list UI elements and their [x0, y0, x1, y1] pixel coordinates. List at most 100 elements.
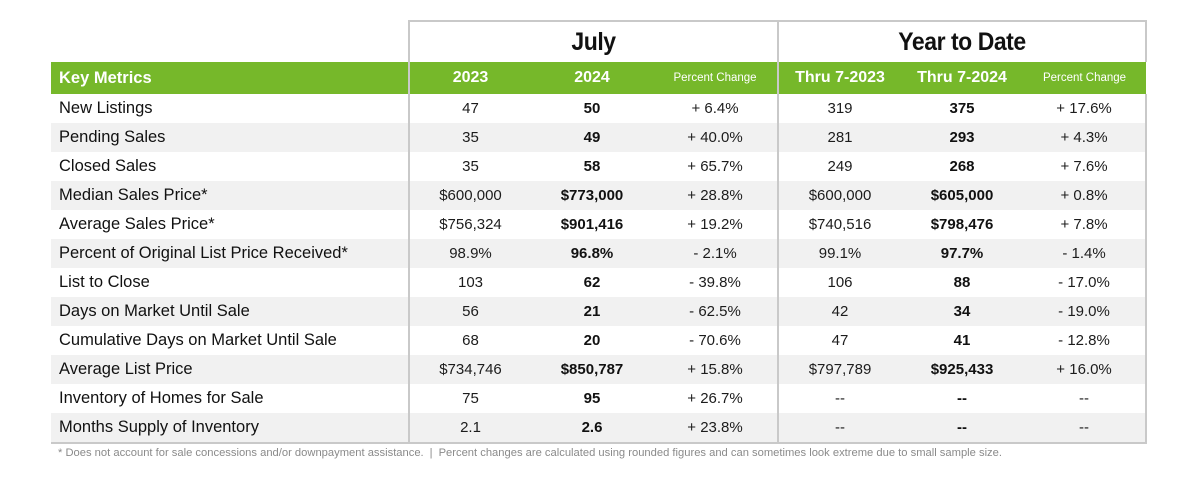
cell-ytd-percent-change: + 4.3%	[1023, 123, 1148, 152]
cell-july-2024: 62	[583, 274, 601, 291]
cell-july-2024: 50	[583, 100, 601, 117]
group-label: July	[571, 27, 616, 56]
cell-thru-7-2024: 268	[949, 158, 975, 175]
column-header-july-2023: 2023	[408, 62, 531, 94]
column-header-ytd-percent-change: Percent Change	[1023, 62, 1147, 94]
cell-july-2023: $600,000	[408, 181, 531, 210]
cell-july-2023: 47	[408, 94, 531, 123]
cell-july-2023: 68	[408, 326, 531, 355]
cell-july-2023: 2.1	[408, 413, 531, 444]
cell-thru-7-2024: $605,000	[901, 181, 1024, 210]
cell-thru-7-2023: 319	[777, 94, 902, 123]
cell-july-2024: $901,416	[560, 216, 624, 233]
cell-thru-7-2024: --	[901, 413, 1024, 444]
column-header-july-2024: 2024	[531, 62, 653, 94]
cell-thru-7-2023: 99.1%	[777, 239, 902, 268]
cell-thru-7-2023: 47	[777, 326, 902, 355]
metric-name-cell: Pending Sales	[51, 123, 409, 152]
cell-july-percent-change: + 6.4%	[691, 100, 739, 117]
cell-ytd-percent-change: + 0.8%	[1023, 181, 1148, 210]
cell-ytd-percent-change: + 17.6%	[1023, 94, 1148, 123]
table-row: Average Sales Price* $756,324 $901,416 + 19…	[51, 210, 1148, 239]
cell-thru-7-2024: 97.7%	[901, 239, 1024, 268]
cell-july-percent-change: + 40.0%	[653, 123, 779, 152]
cell-thru-7-2023: 249	[777, 152, 902, 181]
table-body: New Listings 47 50 + 6.4% 319 375 + 17.6% Pendi…	[51, 94, 1148, 444]
cell-july-percent-change: - 39.8%	[689, 274, 741, 291]
cell-july-2023: $756,324	[408, 210, 531, 239]
metric-name-cell: Cumulative Days on Market Until Sale	[59, 331, 337, 349]
table-row: Percent of Original List Price Received*…	[51, 239, 1148, 268]
metric-name-cell: List to Close	[59, 273, 150, 291]
group-label: Year to Date	[898, 27, 1026, 56]
cell-july-2023: 56	[408, 297, 531, 326]
cell-thru-7-2024: 293	[901, 123, 1024, 152]
cell-july-percent-change: + 26.7%	[687, 390, 743, 407]
cell-july-percent-change: + 28.8%	[653, 181, 779, 210]
table-row: Cumulative Days on Market Until Sale 68 20…	[51, 326, 1148, 355]
cell-ytd-percent-change: + 7.8%	[1023, 210, 1148, 239]
footnote-concessions: * Does not account for sale concessions …	[58, 447, 424, 459]
cell-july-percent-change: - 2.1%	[653, 239, 779, 268]
group-header-july: July	[422, 20, 765, 62]
cell-july-percent-change: - 70.6%	[689, 332, 741, 349]
footnote-separator: |	[429, 447, 433, 459]
cell-ytd-percent-change: - 12.8%	[1023, 326, 1148, 355]
metric-name-cell: Months Supply of Inventory	[51, 413, 409, 444]
cell-july-2023: 35	[408, 123, 531, 152]
cell-ytd-percent-change: - 19.0%	[1023, 297, 1148, 326]
table-row: Inventory of Homes for Sale 75 95 + 26.7% --…	[51, 384, 1148, 413]
cell-july-2023: 35	[408, 152, 531, 181]
table-row: Pending Sales 35 49 + 40.0% 281 293 + 4.3%	[51, 123, 1148, 152]
cell-thru-7-2024: 375	[949, 100, 975, 117]
cell-july-2024: $850,787	[531, 355, 653, 384]
cell-july-2023: 98.9%	[408, 239, 531, 268]
cell-thru-7-2024: --	[957, 390, 968, 407]
key-metrics-table: July Year to Date Key Metrics 2023 2024 …	[51, 20, 1148, 444]
metric-name-cell: Median Sales Price*	[51, 181, 409, 210]
cell-july-percent-change: + 23.8%	[653, 413, 779, 444]
column-header-thru-7-2024: Thru 7-2024	[901, 62, 1024, 94]
cell-july-percent-change: + 15.8%	[653, 355, 779, 384]
metric-name-cell: Closed Sales	[59, 157, 157, 175]
cell-july-2024: 21	[531, 297, 653, 326]
column-header-row: Key Metrics 2023 2024 Percent Change Thr…	[51, 62, 1147, 94]
table-row: Median Sales Price* $600,000 $773,000 + 28.…	[51, 181, 1148, 210]
metric-name-cell: Inventory of Homes for Sale	[59, 389, 264, 407]
cell-july-percent-change: + 19.2%	[687, 216, 743, 233]
cell-july-percent-change: + 65.7%	[687, 158, 743, 175]
metric-name-cell: Percent of Original List Price Received*	[51, 239, 409, 268]
table-row: Days on Market Until Sale 56 21- 62.5% 42 34…	[51, 297, 1148, 326]
table-row: Months Supply of Inventory 2.1 2.6 + 23.8% -…	[51, 413, 1148, 444]
metric-name-cell: Days on Market Until Sale	[51, 297, 409, 326]
cell-thru-7-2024: $925,433	[901, 355, 1024, 384]
cell-ytd-percent-change: --	[1023, 384, 1148, 413]
column-header-key-metrics: Key Metrics	[51, 62, 409, 94]
cell-july-2024: $773,000	[531, 181, 653, 210]
cell-thru-7-2023: 42	[777, 297, 902, 326]
blank-cell	[51, 21, 409, 62]
table-row: New Listings 47 50 + 6.4% 319 375 + 17.6%	[51, 94, 1148, 123]
cell-july-2024: 96.8%	[531, 239, 653, 268]
cell-thru-7-2023: $600,000	[777, 181, 902, 210]
footnote-rounding: Percent changes are calculated using rou…	[438, 447, 1002, 459]
cell-july-2023: $734,746	[408, 355, 531, 384]
cell-thru-7-2023: --	[777, 413, 902, 444]
cell-ytd-percent-change: + 7.6%	[1023, 152, 1148, 181]
cell-thru-7-2024: 34	[901, 297, 1024, 326]
key-metrics-report: July Year to Date Key Metrics 2023 2024 …	[51, 20, 1148, 444]
group-header-year-to-date: Year to Date	[791, 20, 1133, 62]
cell-thru-7-2023: --	[777, 384, 902, 413]
cell-thru-7-2024: 88	[953, 274, 971, 291]
cell-thru-7-2024: 41	[953, 332, 971, 349]
cell-thru-7-2024: $798,476	[930, 216, 994, 233]
cell-july-percent-change: - 62.5%	[653, 297, 779, 326]
footnote: * Does not account for sale concessions …	[58, 447, 1002, 459]
cell-ytd-percent-change: --	[1023, 413, 1148, 444]
metric-name-cell: New Listings	[59, 99, 153, 117]
table-row: Average List Price $734,746 $850,787 + 15.8…	[51, 355, 1148, 384]
cell-july-2024: 2.6	[531, 413, 653, 444]
cell-thru-7-2023: 281	[777, 123, 902, 152]
table-row: List to Close 103 62 - 39.8% 106 88 - 17.0%	[51, 268, 1148, 297]
cell-july-2023: 75	[408, 384, 531, 413]
